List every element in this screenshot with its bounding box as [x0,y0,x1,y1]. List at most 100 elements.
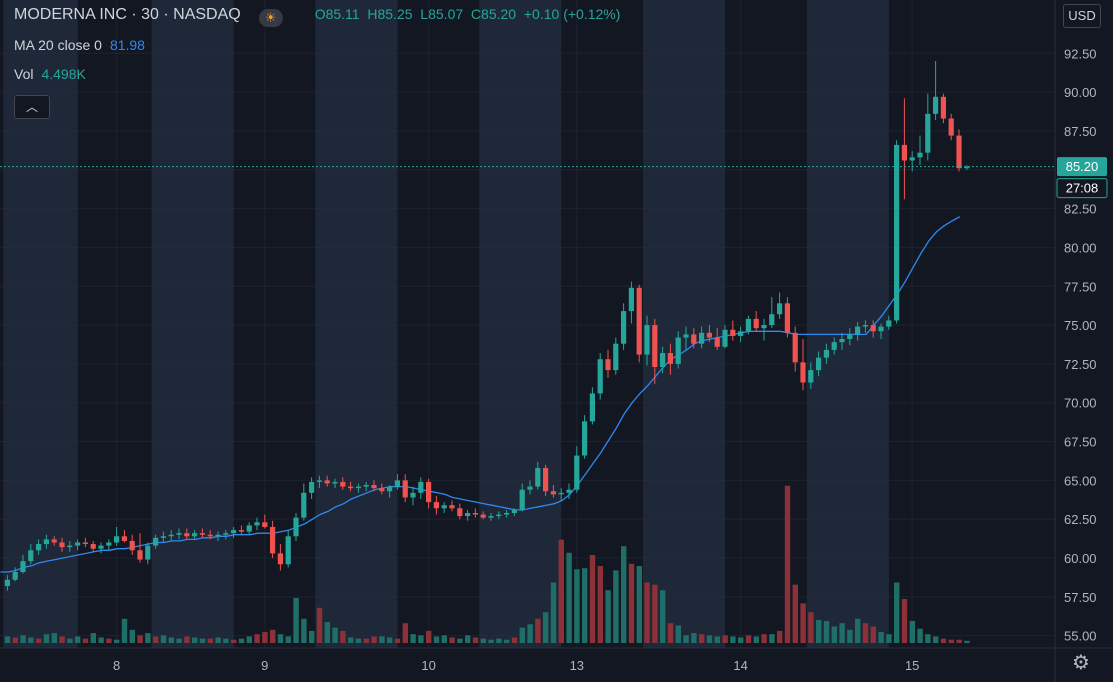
volume-bar [238,638,245,643]
candle-body [223,533,229,535]
volume-bar [465,635,471,643]
candle-body [964,166,970,169]
candle [761,318,767,341]
candle [777,292,783,319]
price-tick-label: 60.00 [1064,551,1097,566]
open-value: 85.11 [325,6,360,22]
candle-body [753,318,759,329]
volume-bar [316,607,323,643]
volume-bar [36,638,42,643]
volume-bar [223,638,229,643]
candle-body [511,509,517,513]
volume-bar [714,636,720,643]
candle [511,508,517,517]
candle-body [114,536,120,543]
candle-body [75,542,81,546]
volume-bar [433,636,440,643]
volume-bar [621,546,627,643]
volume-bar [667,623,674,643]
candle [12,567,18,582]
volume-bar [589,555,596,643]
candle [722,325,728,349]
candle [636,284,642,363]
volume-bar [940,638,947,643]
candle-body [363,485,369,487]
candle-body [324,480,330,484]
candle [379,483,385,495]
candle-body [355,486,361,489]
volume-bar [636,566,642,643]
candle-body [199,533,205,535]
time-axis[interactable]: 8 9 10 13 14 15 [113,658,919,673]
candle-body [738,331,744,336]
candle-body [51,539,57,543]
candle [270,520,276,559]
volume-bar [738,637,744,643]
candle [878,323,884,340]
candle [901,98,907,200]
volume-bar [199,638,206,643]
candle-body [675,337,681,364]
candle [28,544,34,565]
volume-bar [816,619,822,643]
price-axis[interactable]: 92.5090.0087.5085.0082.5080.0077.5075.00… [1064,46,1097,643]
volume-bar [168,637,174,643]
volume-bar [597,566,603,643]
volume-bar [67,638,73,643]
volume-bar [472,637,479,643]
candle [285,530,291,568]
candle-body [82,542,88,545]
symbol-title[interactable]: MODERNA INC · 30 · NASDAQ [14,6,241,23]
candle-body [597,359,603,394]
price-tick-label: 65.00 [1064,473,1097,488]
candle-body [153,537,159,546]
candle [488,512,494,521]
candle [504,509,510,518]
candle-body [660,353,666,368]
candle [324,475,330,487]
volume-bar [215,637,221,643]
candle [262,514,268,529]
candle-body [67,545,73,548]
volume-bar [800,603,806,643]
candle [948,113,954,141]
close-value: 85.20 [481,6,517,22]
volume-bar [808,612,814,643]
volume-bar [761,634,767,643]
candle-body [480,514,486,518]
candle-body [121,536,127,541]
change-value: +0.10 (+0.12%) [523,6,621,22]
candle-body [808,370,814,383]
candle-body [12,572,18,580]
chevron-up-icon: ︿ [25,100,38,114]
candle [519,483,525,512]
volume-bar [878,632,884,643]
candle-body [36,544,42,551]
volume-bar [106,638,112,643]
volume-legend[interactable]: Vol 4.498K [14,66,86,82]
volume-bar [925,634,931,643]
candle-body [129,540,135,551]
ma-legend[interactable]: MA 20 close 0 81.98 [14,37,145,53]
ohlc-values: O85.11 H85.25 L85.07 C85.20 +0.10 (+0.12… [314,6,621,22]
sun-icon[interactable]: ☀ [258,9,283,27]
candle [426,478,432,509]
candle [106,539,112,551]
candle [402,474,408,503]
collapse-legend-button[interactable]: ︿ [14,95,50,119]
currency-button[interactable]: USD [1063,4,1101,28]
candle [36,539,42,555]
candle-body [176,533,182,535]
candle [238,525,244,535]
candle [574,446,580,493]
candle-body [714,337,720,347]
candle-body [628,287,634,312]
candle-body [59,542,65,548]
candle-body [168,534,174,537]
candle [387,485,393,498]
candle-body [543,467,549,492]
volume-bar [823,621,830,643]
gear-icon[interactable]: ⚙ [1072,652,1090,674]
candle [582,415,588,459]
